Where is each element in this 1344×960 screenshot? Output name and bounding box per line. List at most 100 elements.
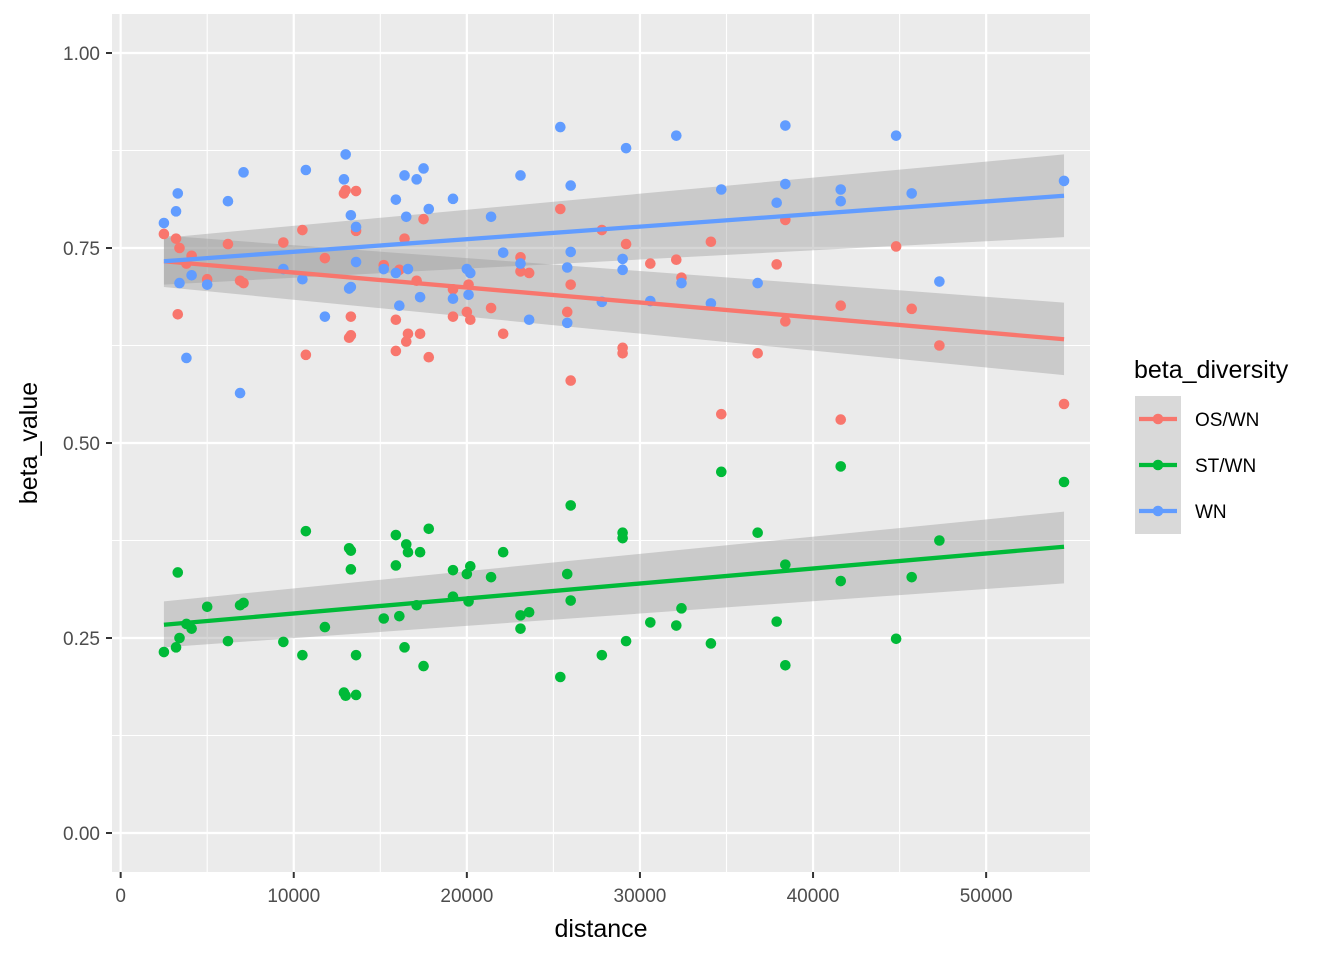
point-st-wn [705,638,717,649]
point-wn [378,263,390,275]
point-st-wn [390,529,402,541]
point-os-wn [561,306,573,318]
axes: 0 10000 20000 30000 40000 50000 0.00 0.25 0.50 0.… [63,44,1013,907]
point-os-wn [934,340,945,351]
point-wn [170,206,182,217]
point-wn [561,317,573,329]
data-points [158,120,1070,702]
point-wn [523,314,535,326]
point-st-wn [780,559,791,570]
point-wn [1058,175,1070,187]
point-st-wn [447,564,459,576]
point-st-wn [771,616,782,627]
point-wn [300,164,312,176]
point-st-wn [906,571,918,583]
point-os-wn [340,184,351,196]
point-wn [620,142,632,154]
legend-point-os-wn [1152,413,1164,425]
point-wn [418,163,429,174]
point-os-wn [705,236,717,248]
trend-line-st-wn [163,544,1065,627]
point-os-wn [170,233,182,244]
point-wn [934,276,945,287]
point-wn [716,184,727,195]
point-st-wn [934,535,945,546]
point-st-wn [1058,476,1070,488]
point-wn [338,174,350,185]
legend: beta_diversity OS/WN ST/WN WN [1134,356,1289,534]
point-os-wn [515,266,526,277]
point-wn [447,293,459,305]
point-os-wn [390,314,402,326]
point-st-wn [174,632,185,644]
point-st-wn [465,560,476,572]
point-wn [158,217,170,229]
point-st-wn [402,546,414,558]
point-st-wn [222,635,234,647]
point-st-wn [497,546,509,558]
point-st-wn [780,660,791,671]
ci-ribbon-os-wn [163,235,1065,376]
point-st-wn [555,671,566,683]
point-os-wn [1058,398,1070,410]
point-os-wn [485,302,497,314]
point-wn [345,209,357,221]
y-axis-title: beta_value [15,382,43,504]
point-os-wn [278,237,289,248]
point-wn [390,267,402,279]
y-tick-label: 1.00 [63,44,100,65]
point-st-wn [399,642,410,653]
point-wn [835,184,847,195]
point-os-wn [414,328,426,340]
point-st-wn [565,500,577,511]
point-st-wn [414,546,426,558]
point-wn [234,387,246,399]
point-os-wn [497,328,509,340]
point-st-wn [345,564,357,575]
point-st-wn [390,560,402,571]
point-st-wn [835,461,847,472]
point-st-wn [485,571,497,583]
point-os-wn [780,316,791,327]
point-st-wn [345,545,357,556]
x-tick-label: 20000 [440,886,493,907]
point-wn [561,262,573,273]
point-wn [411,174,422,185]
legend-label-st-wn: ST/WN [1195,456,1256,477]
point-st-wn [676,603,687,614]
y-tick-label: 0.50 [63,434,100,455]
point-st-wn [201,601,213,613]
y-tick-label: 0.25 [63,629,100,650]
point-wn [238,167,249,178]
x-tick-label: 30000 [614,886,667,907]
point-wn [617,253,628,265]
point-st-wn [515,623,526,634]
point-st-wn [172,567,184,578]
point-os-wn [447,311,459,322]
point-wn [670,130,682,141]
trend-line-wn [163,193,1065,264]
x-tick-label: 10000 [267,886,320,907]
point-wn [515,170,526,181]
point-st-wn [350,649,362,661]
point-os-wn [158,228,170,240]
point-wn [400,211,412,223]
legend-point-wn [1152,505,1164,517]
point-os-wn [906,303,918,315]
point-os-wn [418,213,429,225]
point-wn [565,246,577,258]
point-st-wn [350,689,362,701]
point-wn [350,221,362,233]
point-os-wn [399,233,410,244]
point-st-wn [645,617,656,628]
point-wn [350,256,362,268]
point-os-wn [555,203,566,215]
point-wn [181,352,192,364]
point-wn [555,121,566,133]
point-st-wn [752,527,763,538]
point-st-wn [394,610,405,622]
point-wn [497,247,509,258]
point-os-wn [350,185,362,197]
point-wn [345,281,357,293]
point-os-wn [319,252,331,264]
